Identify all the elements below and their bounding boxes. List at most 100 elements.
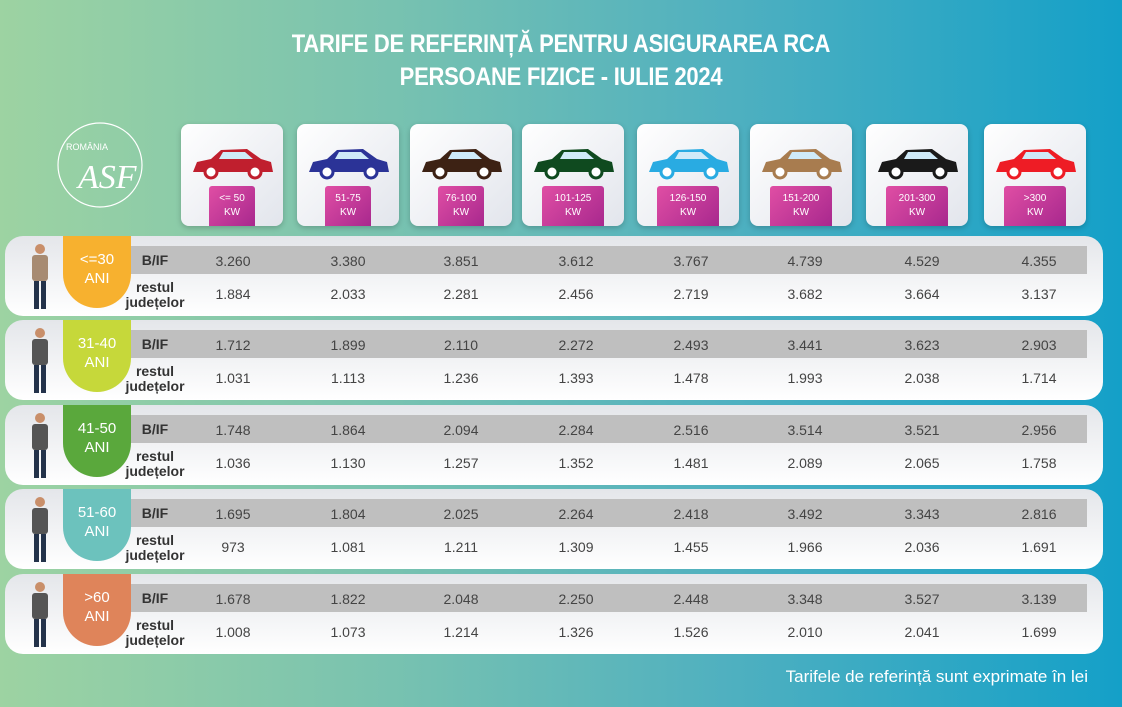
age-unit: ANI: [84, 270, 110, 287]
power-range: >300: [1023, 193, 1047, 204]
title-line-2: PERSOANE FIZICE - IULIE 2024: [399, 63, 723, 91]
title-line-1: TARIFE DE REFERINȚĂ PENTRU ASIGURAREA RC…: [291, 30, 831, 58]
bif-value: 3.767: [673, 253, 709, 269]
bif-value: 2.048: [443, 591, 479, 607]
bif-value: 3.612: [558, 253, 594, 269]
power-column-card: 76-100 KW: [410, 124, 512, 226]
rest-label: restul județelor: [115, 364, 195, 394]
age-range: <=30: [79, 251, 115, 268]
bif-value: 3.527: [904, 591, 940, 607]
rest-label-1: restul: [135, 363, 175, 379]
age-badge: <=30 ANI: [63, 236, 131, 308]
rest-value: 1.036: [215, 455, 251, 471]
bif-value: 1.822: [330, 591, 366, 607]
car-icon: [534, 149, 614, 180]
rest-value: 1.211: [444, 539, 478, 555]
bif-label: B/IF: [141, 421, 169, 437]
power-range: 76-100: [445, 193, 477, 204]
power-column-card: <= 50 KW: [181, 124, 283, 226]
car-icon: [878, 149, 958, 180]
age-group-row: 41-50 ANI B/IF restul județelor 1.748 1.036…: [5, 405, 1103, 485]
bif-value: 2.956: [1021, 422, 1057, 438]
power-column-card: 51-75 KW: [297, 124, 399, 226]
rest-label: restul județelor: [115, 280, 195, 310]
bif-value: 1.712: [215, 337, 251, 353]
power-range: 101-125: [554, 193, 592, 204]
rest-value: 1.236: [443, 370, 479, 386]
bif-label: B/IF: [141, 590, 169, 606]
age-badge: 51-60 ANI: [63, 489, 131, 561]
bif-value: 2.418: [673, 506, 709, 522]
svg-text:ASF: ASF: [76, 159, 138, 196]
power-unit: KW: [452, 207, 470, 218]
rest-value: 2.036: [904, 539, 940, 555]
bif-value: 2.110: [444, 337, 478, 353]
bif-value: 2.284: [558, 422, 594, 438]
bif-value: 2.250: [558, 591, 594, 607]
power-badge: 201-300 KW: [886, 186, 948, 226]
bif-value: 3.514: [787, 422, 823, 438]
rest-value: 1.257: [443, 455, 479, 471]
bif-value: 2.264: [558, 506, 594, 522]
bif-value: 3.343: [904, 506, 940, 522]
rest-value: 3.682: [787, 286, 823, 302]
power-badge: <= 50 KW: [209, 186, 255, 226]
bif-value: 2.903: [1021, 337, 1057, 353]
rest-value: 2.010: [787, 624, 823, 640]
bif-value: 3.260: [215, 253, 251, 269]
power-unit: KW: [679, 207, 697, 218]
rest-value: 2.089: [787, 455, 823, 471]
svg-text:ROMÂNIA: ROMÂNIA: [66, 142, 108, 152]
power-range: 151-200: [782, 193, 820, 204]
power-unit: KW: [339, 207, 357, 218]
person-icon: [32, 328, 48, 393]
power-badge: 51-75 KW: [325, 186, 371, 226]
bif-value: 2.272: [558, 337, 594, 353]
rest-value: 1.113: [331, 370, 365, 386]
bif-value: 2.448: [673, 591, 709, 607]
rest-value: 1.309: [558, 539, 594, 555]
rest-value: 1.130: [330, 455, 366, 471]
rest-label-2: județelor: [125, 378, 185, 394]
bif-label: B/IF: [141, 336, 169, 352]
bif-value: 2.816: [1021, 506, 1057, 522]
rest-value: 1.073: [330, 624, 366, 640]
rest-label: restul județelor: [115, 449, 195, 479]
rest-value: 2.033: [330, 286, 366, 302]
person-icon: [32, 413, 48, 478]
power-unit: KW: [908, 207, 926, 218]
power-unit: KW: [564, 207, 582, 218]
car-icon: [649, 149, 729, 180]
bif-value: 1.864: [330, 422, 366, 438]
bif-value: 2.094: [443, 422, 479, 438]
rest-value: 1.214: [443, 624, 479, 640]
rest-label-2: județelor: [125, 547, 185, 563]
power-column-card: 101-125 KW: [522, 124, 624, 226]
person-icon: [32, 497, 48, 562]
car-icon: [193, 149, 273, 180]
power-column-card: >300 KW: [984, 124, 1086, 226]
car-icon: [309, 149, 389, 180]
bif-value: 4.355: [1021, 253, 1057, 269]
rest-value: 1.393: [558, 370, 594, 386]
bif-value: 3.851: [443, 253, 479, 269]
power-unit: KW: [1026, 207, 1044, 218]
bif-value: 1.899: [330, 337, 366, 353]
bif-value: 2.025: [443, 506, 479, 522]
bif-value: 3.623: [904, 337, 940, 353]
rest-value: 1.699: [1021, 624, 1057, 640]
age-range: 51-60: [77, 504, 117, 521]
rest-label-1: restul: [135, 448, 175, 464]
age-unit: ANI: [84, 439, 110, 456]
rest-value: 1.352: [558, 455, 594, 471]
rest-value: 1.691: [1021, 539, 1057, 555]
bif-label: B/IF: [141, 252, 169, 268]
power-range: 201-300: [898, 193, 936, 204]
bif-value: 2.493: [673, 337, 709, 353]
power-column-card: 201-300 KW: [866, 124, 968, 226]
age-group-row: 51-60 ANI B/IF restul județelor 1.695 973 1.…: [5, 489, 1103, 569]
rest-label-1: restul: [135, 279, 175, 295]
power-range: 126-150: [669, 193, 707, 204]
rest-value: 1.526: [673, 624, 709, 640]
bif-value: 3.380: [330, 253, 366, 269]
